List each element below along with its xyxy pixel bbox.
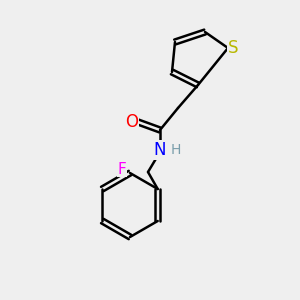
Text: H: H (171, 143, 181, 157)
Text: S: S (228, 39, 238, 57)
Text: N: N (154, 141, 166, 159)
Text: O: O (125, 113, 139, 131)
Text: F: F (118, 161, 126, 176)
